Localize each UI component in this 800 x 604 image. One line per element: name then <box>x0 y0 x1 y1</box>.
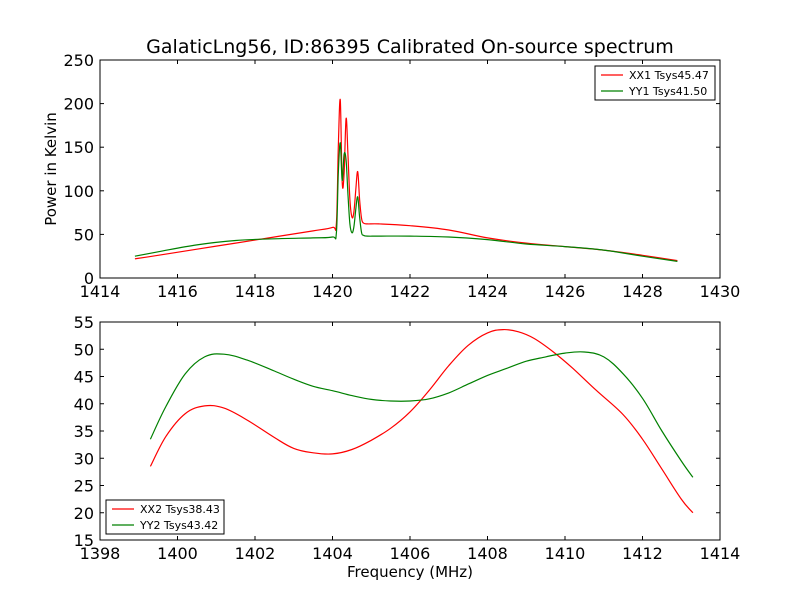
bottom-x-tick-label: 1406 <box>390 544 431 563</box>
bottom-x-tick-label: 1402 <box>235 544 276 563</box>
bottom-y-tick-label: 55 <box>74 313 94 332</box>
chart-title: GalaticLng56, ID:86395 Calibrated On-sou… <box>146 36 674 58</box>
bottom-legend-box <box>105 499 225 535</box>
top-x-tick-label: 1428 <box>622 282 663 301</box>
top-y-tick-label: 50 <box>74 225 94 244</box>
top-y-tick-label: 250 <box>63 51 94 70</box>
top-x-tick-label: 1420 <box>312 282 353 301</box>
top-y-axis-label: Power in Kelvin <box>42 112 60 226</box>
top-legend: XX1 Tsys45.47 YY1 Tsys41.50 <box>594 65 716 101</box>
bottom-y-tick-label: 40 <box>74 395 94 414</box>
top-series-line-1 <box>134 98 678 262</box>
bottom-legend-label-yy2: YY2 Tsys43.42 <box>139 519 218 532</box>
bottom-y-tick-label: 45 <box>74 368 94 387</box>
bottom-series-line-1 <box>149 328 694 514</box>
bottom-panel: 1398 1400 1402 1404 1406 1408 1410 1412 1414 15 20… <box>74 313 741 581</box>
top-legend-box <box>594 65 716 101</box>
top-panel: 1414 1416 1418 1420 1422 1424 1426 1428 1430 0 50 1… <box>42 51 740 301</box>
bottom-y-tick-label: 25 <box>74 477 94 496</box>
top-x-tick-label: 1414 <box>80 282 121 301</box>
top-series-line-2 <box>134 142 678 262</box>
top-ticks: 1414 1416 1418 1420 1422 1424 1426 1428 1430 0 50 1… <box>63 51 740 301</box>
bottom-legend-label-xx2: XX2 Tsys38.43 <box>140 503 220 516</box>
top-y-tick-label: 0 <box>84 269 94 288</box>
bottom-y-tick-label: 30 <box>74 449 94 468</box>
top-legend-label-xx1: XX1 Tsys45.47 <box>629 69 709 82</box>
bottom-x-tick-label: 1412 <box>622 544 663 563</box>
bottom-x-tick-label: 1400 <box>157 544 198 563</box>
bottom-x-tick-label: 1410 <box>545 544 586 563</box>
bottom-y-tick-label: 50 <box>74 340 94 359</box>
top-x-tick-label: 1424 <box>467 282 508 301</box>
top-x-tick-label: 1422 <box>390 282 431 301</box>
bottom-y-tick-label: 35 <box>74 422 94 441</box>
bottom-series-lines <box>149 328 694 514</box>
top-series-lines <box>134 98 678 262</box>
bottom-ticks: 1398 1400 1402 1404 1406 1408 1410 1412 1414 15 20… <box>74 313 741 563</box>
top-y-tick-label: 100 <box>63 182 94 201</box>
bottom-y-tick-label: 20 <box>74 504 94 523</box>
bottom-x-tick-label: 1404 <box>312 544 353 563</box>
top-x-tick-label: 1430 <box>700 282 741 301</box>
top-x-tick-label: 1426 <box>545 282 586 301</box>
bottom-x-tick-label: 1398 <box>80 544 121 563</box>
bottom-x-tick-label: 1408 <box>467 544 508 563</box>
bottom-x-axis-label: Frequency (MHz) <box>347 563 473 581</box>
bottom-series-line-2 <box>149 351 694 478</box>
bottom-legend: XX2 Tsys38.43 YY2 Tsys43.42 <box>105 499 225 535</box>
top-y-tick-label: 150 <box>63 138 94 157</box>
bottom-x-tick-label: 1414 <box>700 544 741 563</box>
top-x-tick-label: 1418 <box>235 282 276 301</box>
top-legend-label-yy1: YY1 Tsys41.50 <box>628 85 707 98</box>
bottom-y-tick-label: 15 <box>74 531 94 550</box>
top-x-tick-label: 1416 <box>157 282 198 301</box>
top-y-tick-label: 200 <box>63 95 94 114</box>
